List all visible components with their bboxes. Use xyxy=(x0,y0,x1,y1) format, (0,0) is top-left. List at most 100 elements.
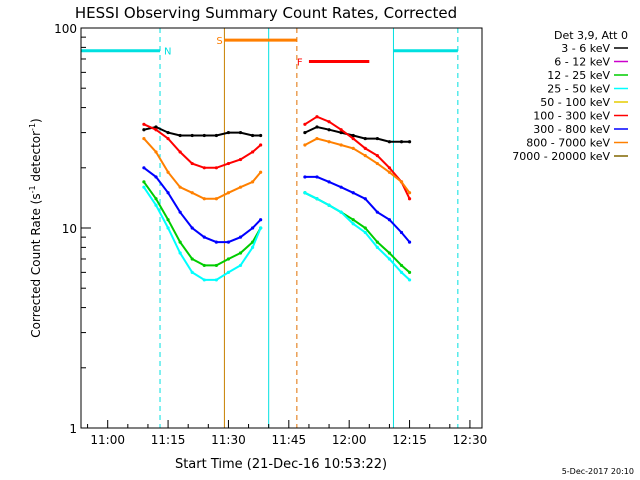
x-tick-label-0: 11:00 xyxy=(90,433,125,447)
data-point-0-1-9 xyxy=(407,140,412,144)
data-point-7-0-9 xyxy=(250,180,255,184)
data-point-5-1-7 xyxy=(387,166,392,170)
legend-label-5: 100 - 300 keV xyxy=(533,110,610,123)
y-label-part-2: detector xyxy=(29,131,43,186)
data-point-3-0-2 xyxy=(166,226,170,230)
data-point-0-0-8 xyxy=(238,130,243,135)
data-point-3-1-8 xyxy=(399,270,404,274)
data-point-7-1-3 xyxy=(339,143,343,147)
data-point-5-0-0 xyxy=(142,122,146,126)
data-point-5-0-4 xyxy=(190,161,194,166)
y-axis-label: Corrected Count Rate (s-1 detector-1) xyxy=(28,118,43,337)
data-point-7-0-7 xyxy=(226,191,231,195)
data-point-2-0-0 xyxy=(142,180,146,184)
data-point-3-0-0 xyxy=(142,185,146,189)
y-tick-label-1: 10 xyxy=(62,222,77,236)
data-point-0-0-6 xyxy=(214,133,218,138)
data-point-0-0-2 xyxy=(166,130,170,135)
data-point-6-1-1 xyxy=(315,175,319,179)
data-point-7-0-0 xyxy=(142,136,146,141)
data-point-0-0-4 xyxy=(190,133,194,138)
plot-area: N S F xyxy=(81,28,459,428)
data-point-6-0-10 xyxy=(259,218,263,222)
data-point-6-1-8 xyxy=(399,230,404,235)
series-line-5-1 xyxy=(304,115,411,200)
data-point-3-1-4 xyxy=(351,222,355,226)
data-point-3-0-5 xyxy=(202,278,206,282)
data-point-2-1-9 xyxy=(407,270,412,274)
series-line-3-1 xyxy=(304,191,411,281)
series-line-2-0 xyxy=(143,181,262,267)
data-point-5-0-6 xyxy=(214,166,218,170)
data-point-7-1-6 xyxy=(375,161,379,166)
y-tick-label-0: 1 xyxy=(69,422,77,436)
data-point-2-1-5 xyxy=(363,226,367,230)
series-line-3-0 xyxy=(143,186,262,281)
data-point-6-0-9 xyxy=(250,226,255,230)
data-point-2-0-7 xyxy=(226,257,231,261)
data-point-7-0-3 xyxy=(178,185,182,189)
data-point-3-1-1 xyxy=(315,197,319,201)
data-point-5-0-10 xyxy=(259,143,263,147)
data-point-3-1-6 xyxy=(375,245,379,249)
data-point-5-1-4 xyxy=(351,136,355,141)
data-point-0-1-6 xyxy=(375,136,379,141)
legend-label-3: 25 - 50 keV xyxy=(547,83,610,96)
data-point-3-0-10 xyxy=(259,226,263,230)
data-point-5-1-5 xyxy=(363,146,367,151)
data-point-7-1-9 xyxy=(407,191,412,195)
data-point-6-1-9 xyxy=(407,240,412,244)
data-point-7-0-4 xyxy=(190,191,194,195)
flag-label-2: F xyxy=(297,57,303,68)
data-point-2-1-6 xyxy=(375,240,379,244)
data-point-6-0-0 xyxy=(142,166,146,170)
series-line-0-1 xyxy=(304,125,410,143)
data-point-2-0-2 xyxy=(166,218,170,222)
data-point-3-1-5 xyxy=(363,230,367,235)
y-tick-label-2: 100 xyxy=(54,22,77,36)
data-point-6-1-0 xyxy=(303,175,307,179)
legend-label-2: 12 - 25 keV xyxy=(547,69,610,82)
data-point-5-1-9 xyxy=(407,197,412,201)
series-line-6-0 xyxy=(143,167,262,244)
chart-title: HESSI Observing Summary Count Rates, Cor… xyxy=(75,4,457,22)
data-point-2-1-7 xyxy=(387,251,392,255)
data-point-6-1-3 xyxy=(339,185,343,189)
data-point-3-1-0 xyxy=(303,191,307,195)
data-point-6-1-2 xyxy=(327,180,331,184)
flag-label-0: N xyxy=(164,47,171,58)
data-point-2-1-4 xyxy=(351,218,355,222)
data-point-6-1-4 xyxy=(351,191,355,195)
data-point-3-0-4 xyxy=(190,270,194,274)
data-point-3-0-1 xyxy=(154,203,158,207)
data-point-5-0-3 xyxy=(178,150,182,154)
data-point-0-1-8 xyxy=(399,140,404,144)
data-point-5-1-2 xyxy=(327,120,331,124)
data-point-6-0-2 xyxy=(166,191,170,195)
data-point-2-1-8 xyxy=(399,263,404,268)
data-point-7-1-5 xyxy=(363,154,367,158)
plot-frame xyxy=(80,27,483,429)
data-point-3-0-3 xyxy=(178,251,182,255)
data-point-6-1-5 xyxy=(363,197,367,201)
series-line-7-0 xyxy=(143,137,262,200)
data-point-5-0-8 xyxy=(238,157,243,162)
data-point-0-0-3 xyxy=(178,133,182,138)
flag-label-1: S xyxy=(216,36,222,47)
data-point-0-1-0 xyxy=(303,130,307,135)
data-point-3-0-6 xyxy=(214,278,218,282)
data-point-0-1-2 xyxy=(327,128,331,132)
data-point-7-0-5 xyxy=(202,197,206,201)
data-point-3-1-7 xyxy=(387,257,392,261)
legend-label-8: 7000 - 20000 keV xyxy=(512,150,610,163)
data-point-3-1-9 xyxy=(407,278,412,282)
x-tick-label-4: 12:00 xyxy=(332,433,367,447)
data-point-6-0-4 xyxy=(190,226,194,230)
data-point-0-1-4 xyxy=(351,133,355,138)
data-point-0-0-9 xyxy=(250,133,255,138)
data-point-3-0-7 xyxy=(226,270,231,274)
data-point-6-0-1 xyxy=(154,175,158,179)
data-point-7-0-8 xyxy=(238,185,243,189)
